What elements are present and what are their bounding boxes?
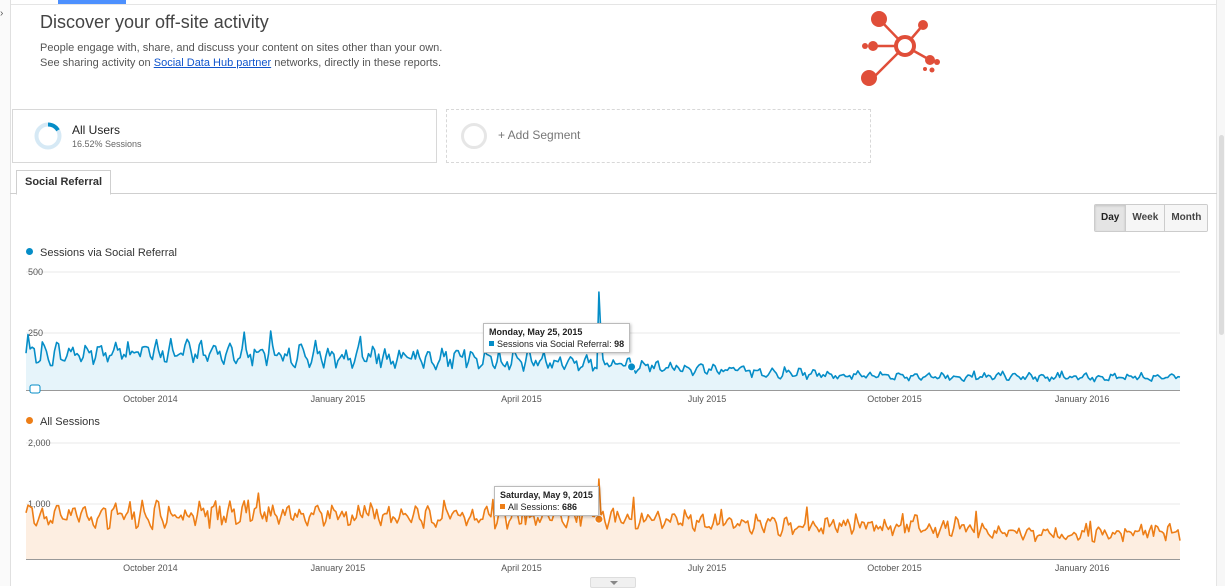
- legend-label: Sessions via Social Referral: [40, 247, 177, 259]
- promo-text: See sharing activity on: [40, 57, 154, 69]
- social-network-graphic-icon: [861, 11, 940, 86]
- tooltip-row: Sessions via Social Referral: 98: [489, 339, 624, 349]
- granularity-week-button[interactable]: Week: [1125, 205, 1165, 231]
- x-tick-label: October 2014: [123, 563, 178, 573]
- granularity-month-button[interactable]: Month: [1164, 205, 1208, 231]
- segment-name: All Users: [72, 123, 121, 137]
- x-tick-label: October 2015: [867, 563, 922, 573]
- left-panel-edge: ›: [0, 0, 11, 586]
- promo-title: Discover your off-site activity: [40, 12, 269, 32]
- x-tick-label: July 2015: [688, 563, 727, 573]
- hover-point: [627, 362, 637, 372]
- segment-percent-ring-icon: [34, 122, 62, 150]
- x-tick-label: January 2015: [311, 563, 366, 573]
- tooltip-value: 98: [614, 339, 625, 349]
- add-segment-label: + Add Segment: [498, 128, 581, 142]
- tab-social-referral[interactable]: Social Referral: [16, 170, 112, 195]
- legend-all-sessions: All Sessions: [26, 416, 100, 428]
- chart-scroll-toggle[interactable]: [590, 577, 636, 588]
- tooltip-label: Sessions via Social Referral: [497, 339, 610, 349]
- active-top-tab-indicator: [58, 0, 126, 4]
- x-tick-label: July 2015: [688, 394, 727, 404]
- vertical-scrollbar[interactable]: [1216, 0, 1225, 586]
- x-tick-label: April 2015: [501, 563, 542, 573]
- legend-dot-blue: [26, 248, 33, 255]
- tooltip-label: All Sessions: [508, 502, 558, 512]
- series-line: [25, 291, 1181, 383]
- tooltip-date: Saturday, May 9, 2015: [500, 490, 593, 500]
- tooltip-row: All Sessions: 686: [500, 502, 593, 512]
- series-line: [25, 478, 1181, 543]
- y-tick-label: 1,000: [28, 499, 51, 509]
- hover-point: [594, 514, 604, 524]
- x-tick-label: April 2015: [501, 394, 542, 404]
- segment-all-users[interactable]: All Users 16.52% Sessions: [12, 109, 437, 163]
- social-data-hub-link[interactable]: Social Data Hub partner: [153, 57, 272, 69]
- tooltip-swatch: [489, 341, 494, 346]
- promo-text: networks, directly in these reports.: [271, 57, 442, 69]
- legend-dot-orange: [26, 417, 33, 424]
- empty-segment-ring-icon: [461, 123, 487, 149]
- x-tick-label: January 2015: [311, 394, 366, 404]
- x-tick-label: October 2014: [123, 394, 178, 404]
- legend-social-referral: Sessions via Social Referral: [26, 247, 177, 259]
- promo-description: People engage with, share, and discuss y…: [40, 42, 443, 54]
- tooltip-all-sessions: Saturday, May 9, 2015 All Sessions: 686: [494, 486, 599, 516]
- left-panel-glyph: ›: [0, 8, 4, 19]
- legend-label: All Sessions: [40, 416, 100, 428]
- top-strip: [0, 0, 1225, 5]
- y-tick-label: 500: [28, 267, 43, 277]
- promo-description-link-line: See sharing activity on Social Data Hub …: [40, 57, 441, 69]
- scrollbar-thumb[interactable]: [1219, 135, 1224, 335]
- granularity-toggle: Day Week Month: [1094, 204, 1209, 232]
- tooltip-date: Monday, May 25, 2015: [489, 327, 583, 337]
- add-segment-button[interactable]: + Add Segment: [446, 109, 871, 163]
- y-tick-label: 2,000: [28, 438, 51, 448]
- y-tick-label: 250: [28, 328, 43, 338]
- tooltip-swatch: [500, 504, 505, 509]
- segment-share: 16.52% Sessions: [72, 139, 142, 149]
- x-tick-label: October 2015: [867, 394, 922, 404]
- tooltip-social-referral: Monday, May 25, 2015 Sessions via Social…: [483, 323, 631, 353]
- x-tick-label: January 2016: [1055, 394, 1110, 404]
- x-tick-label: January 2016: [1055, 563, 1110, 573]
- annotation-marker-icon: [29, 384, 41, 394]
- granularity-day-button[interactable]: Day: [1095, 205, 1126, 231]
- tooltip-value: 686: [562, 502, 578, 512]
- tab-divider: [10, 193, 1217, 194]
- series-area: [26, 292, 1180, 390]
